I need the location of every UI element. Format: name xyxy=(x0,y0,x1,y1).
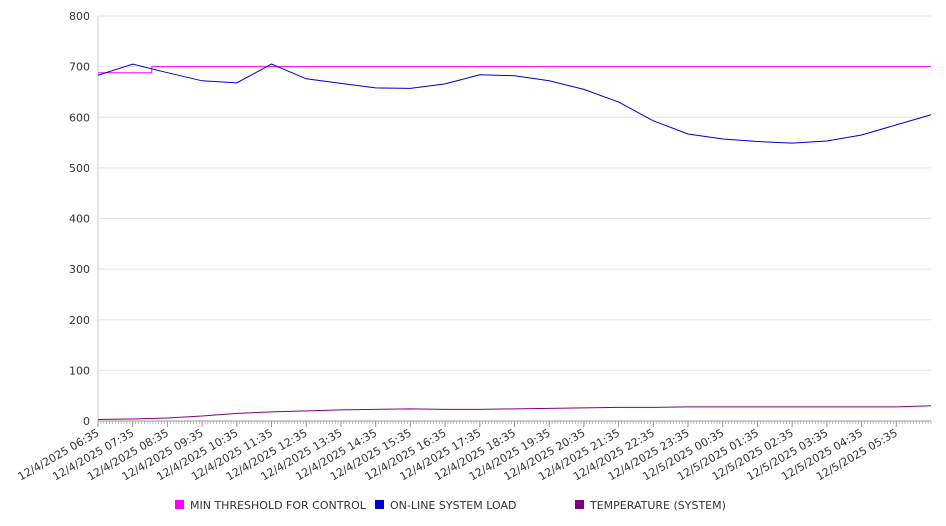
legend-label: MIN THRESHOLD FOR CONTROL xyxy=(190,499,367,512)
series-line-2 xyxy=(97,63,932,144)
legend: MIN THRESHOLD FOR CONTROL ON-LINE SYSTEM … xyxy=(175,499,726,512)
legend-label: TEMPERATURE (SYSTEM) xyxy=(589,499,726,512)
gridlines xyxy=(98,15,931,371)
legend-swatch xyxy=(375,500,384,509)
series-lines xyxy=(97,63,932,420)
series-line-3 xyxy=(97,405,932,420)
series-line-1 xyxy=(98,66,931,74)
legend-swatch xyxy=(175,500,184,509)
y-tick-label: 100 xyxy=(69,364,90,377)
legend-swatch xyxy=(575,500,584,509)
y-tick-label: 800 xyxy=(69,10,90,23)
legend-label: ON-LINE SYSTEM LOAD xyxy=(390,499,516,512)
y-tick-label: 500 xyxy=(69,162,90,175)
axes xyxy=(97,16,932,427)
y-tick-label: 700 xyxy=(69,61,90,74)
y-tick-label: 600 xyxy=(69,111,90,124)
y-tick-label: 300 xyxy=(69,263,90,276)
y-axis-ticks: 0 100 200 300 400 500 600 700 800 xyxy=(69,10,90,428)
y-tick-label: 400 xyxy=(69,213,90,226)
y-tick-label: 200 xyxy=(69,314,90,327)
y-tick-label: 0 xyxy=(83,415,90,428)
